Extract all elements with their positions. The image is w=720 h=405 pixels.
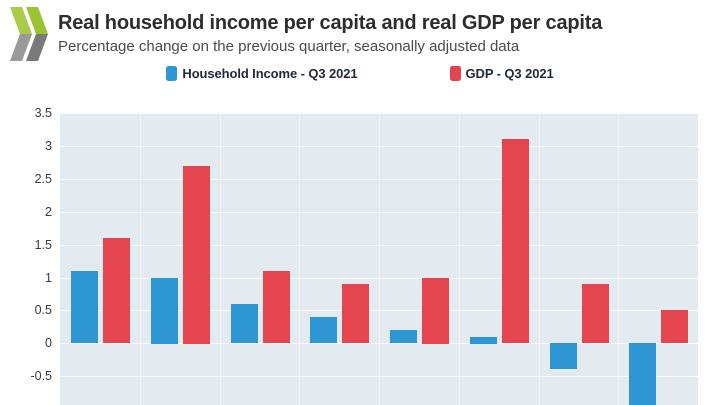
plot-area — [60, 113, 698, 405]
legend: Household Income - Q3 2021 GDP - Q3 2021 — [0, 64, 720, 82]
gridline-vertical — [220, 113, 221, 405]
y-tick-label: 1 — [45, 271, 52, 285]
bar-gdp-7 — [582, 284, 609, 343]
bar-household-income-7 — [550, 343, 577, 369]
bar-gdp-2 — [183, 166, 210, 344]
y-tick-label: 0 — [45, 336, 52, 350]
legend-swatch — [166, 65, 178, 81]
legend-item-household-income: Household Income - Q3 2021 — [166, 65, 358, 81]
gridline-vertical — [379, 113, 380, 405]
y-tick-label: 2.5 — [34, 172, 52, 186]
gridline-vertical — [539, 113, 540, 405]
chevron-right-icon — [26, 7, 48, 61]
y-tick-label: 0.5 — [34, 303, 52, 317]
y-tick-label: -0.5 — [30, 369, 52, 383]
gridline-vertical — [618, 113, 619, 405]
legend-item-gdp: GDP - Q3 2021 — [449, 65, 554, 81]
y-axis: 3.5 3 2.5 2 1.5 1 0.5 0 -0.5 — [0, 0, 52, 405]
oecd-logo — [10, 7, 48, 61]
bar-household-income-5 — [390, 330, 417, 343]
bar-household-income-4 — [310, 317, 337, 343]
bar-household-income-2 — [151, 278, 178, 344]
y-tick-label: 3.5 — [34, 106, 52, 120]
bar-gdp-6 — [502, 139, 529, 343]
y-tick-label: 3 — [45, 139, 52, 153]
gridline-vertical — [140, 113, 141, 405]
bar-household-income-8 — [629, 343, 656, 405]
bar-household-income-3 — [231, 304, 258, 343]
chevron-left-icon — [10, 7, 32, 61]
bar-gdp-4 — [342, 284, 369, 343]
page-title: Real household income per capita and rea… — [58, 12, 603, 34]
bar-gdp-5 — [422, 278, 449, 344]
bar-gdp-8 — [661, 310, 688, 343]
legend-label: GDP - Q3 2021 — [465, 65, 554, 81]
gridline-vertical — [459, 113, 460, 405]
y-tick-label: 2 — [45, 205, 52, 219]
legend-label: Household Income - Q3 2021 — [182, 65, 358, 81]
gridline-vertical — [299, 113, 300, 405]
bar-household-income-1 — [71, 271, 98, 343]
y-tick-label: 1.5 — [34, 238, 52, 252]
legend-swatch — [449, 65, 461, 81]
bar-gdp-3 — [263, 271, 290, 343]
bar-gdp-1 — [103, 238, 130, 343]
title-block: Real household income per capita and rea… — [58, 11, 698, 56]
bar-household-income-6 — [470, 337, 497, 344]
page-subtitle: Percentage change on the previous quarte… — [58, 38, 520, 55]
